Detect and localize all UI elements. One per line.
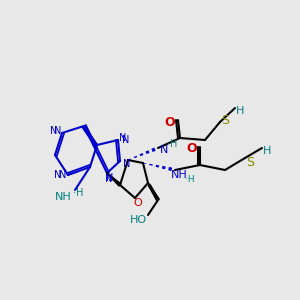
Text: S: S (221, 113, 229, 127)
Text: ·H: ·H (167, 139, 177, 149)
Text: ·H: ·H (185, 176, 195, 184)
Text: N: N (105, 174, 113, 184)
Text: O: O (187, 142, 197, 155)
Text: N: N (122, 135, 130, 145)
Text: O: O (134, 198, 142, 208)
Text: NH: NH (171, 170, 188, 180)
Text: HO: HO (129, 215, 147, 225)
Text: H: H (263, 146, 271, 156)
Polygon shape (107, 173, 121, 186)
Text: H: H (236, 106, 244, 116)
Text: N: N (59, 170, 67, 180)
Text: N: N (106, 173, 114, 183)
Text: NH: NH (55, 192, 71, 202)
Text: N: N (160, 145, 168, 155)
Polygon shape (148, 183, 159, 201)
Text: N: N (54, 126, 62, 136)
Text: N: N (123, 159, 131, 169)
Text: S: S (246, 155, 254, 169)
Text: N: N (50, 126, 58, 136)
Text: O: O (165, 116, 175, 128)
Text: N: N (119, 133, 127, 143)
Text: N: N (54, 170, 62, 180)
Text: ·H: ·H (73, 188, 83, 198)
